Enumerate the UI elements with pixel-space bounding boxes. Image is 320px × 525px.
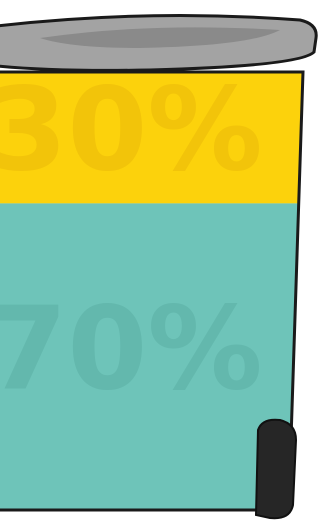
segment-label: 70% — [0, 282, 263, 416]
segment-label: 30% — [0, 63, 263, 197]
chart: 30% 70% — [0, 0, 319, 525]
wheel — [256, 420, 296, 519]
page: 30%70% (() => { const data = JSON.parse(… — [0, 0, 319, 525]
